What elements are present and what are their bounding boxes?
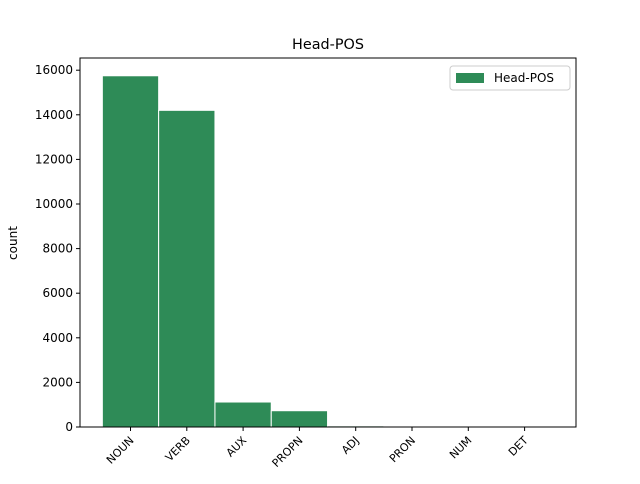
y-axis-label: count: [6, 226, 20, 260]
x-tick-label: NUM: [447, 434, 474, 461]
y-tick-label: 16000: [35, 63, 73, 77]
y-tick-label: 4000: [42, 331, 73, 345]
y-tick-label: 2000: [42, 375, 73, 389]
x-tick-label: NOUN: [104, 434, 137, 467]
bar: [102, 76, 158, 427]
bar: [159, 110, 215, 427]
x-tick-label: ADJ: [339, 434, 362, 457]
y-tick-label: 6000: [42, 286, 73, 300]
x-tick-label: PRON: [387, 434, 418, 465]
x-tick-label: AUX: [224, 434, 250, 460]
y-tick-label: 14000: [35, 108, 73, 122]
legend-label: Head-POS: [494, 71, 554, 85]
x-tick-label: DET: [506, 434, 531, 459]
bar: [271, 411, 327, 427]
chart-title: Head-POS: [292, 37, 364, 53]
y-tick-label: 12000: [35, 152, 73, 166]
x-tick-label: VERB: [163, 434, 193, 464]
bar: [215, 402, 271, 427]
y-tick-label: 8000: [42, 242, 73, 256]
y-tick-label: 10000: [35, 197, 73, 211]
y-tick-label: 0: [65, 420, 73, 434]
x-tick-label: PROPN: [270, 434, 306, 470]
legend-swatch: [456, 73, 484, 83]
